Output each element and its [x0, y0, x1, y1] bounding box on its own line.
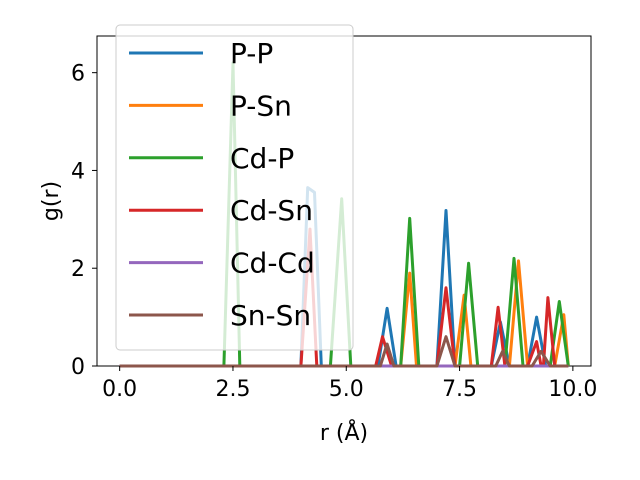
y-tick-label: 2 — [71, 257, 85, 282]
legend: P-P P-Sn Cd-P Cd-Sn Cd-Cd Sn-Sn — [115, 24, 354, 351]
y-axis-label: g(r) — [39, 181, 64, 221]
x-tick-label: 2.5 — [215, 377, 250, 402]
legend-label: Sn-Sn — [230, 299, 311, 332]
x-axis: 0.0 2.5 5.0 7.5 10.0 — [102, 366, 597, 402]
legend-entry-cd-cd: Cd-Cd — [129, 247, 315, 280]
legend-label: Cd-P — [230, 142, 294, 175]
y-axis: 0 2 4 6 — [71, 62, 97, 380]
x-tick-label: 7.5 — [442, 377, 477, 402]
legend-entry-cd-p: Cd-P — [129, 142, 294, 175]
legend-entry-p-p: P-P — [129, 37, 273, 70]
x-axis-label: r (Å) — [320, 419, 368, 446]
x-tick-label: 10.0 — [548, 377, 597, 402]
legend-label: Cd-Sn — [230, 194, 313, 227]
x-tick-label: 0.0 — [102, 377, 137, 402]
legend-label: P-Sn — [230, 89, 292, 122]
series-line-sn-sn — [119, 335, 569, 368]
y-tick-label: 0 — [71, 355, 85, 380]
legend-entry-cd-sn: Cd-Sn — [129, 194, 313, 227]
y-tick-label: 4 — [71, 159, 85, 184]
legend-entry-sn-sn: Sn-Sn — [129, 299, 311, 332]
legend-entry-p-sn: P-Sn — [129, 89, 292, 122]
x-tick-label: 5.0 — [329, 377, 364, 402]
legend-label: Cd-Cd — [230, 247, 315, 280]
legend-label: P-P — [230, 37, 273, 70]
y-tick-label: 6 — [71, 62, 85, 87]
